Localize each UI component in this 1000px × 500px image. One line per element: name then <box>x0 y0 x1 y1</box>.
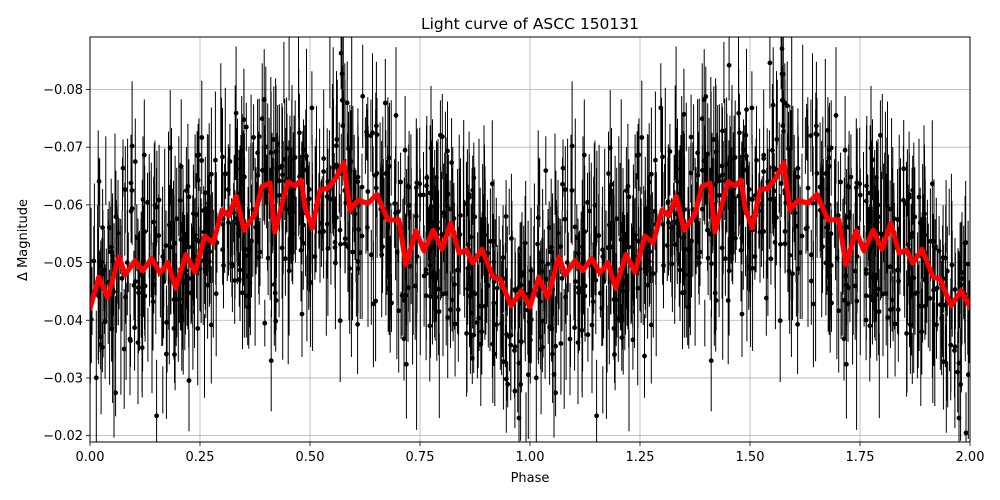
y-tick-label: −0.07 <box>43 141 83 156</box>
y-tick-label: −0.04 <box>43 314 83 329</box>
x-tick-label: 1.50 <box>736 450 765 465</box>
y-tick-label: −0.05 <box>43 256 83 271</box>
x-tick-label: 0.75 <box>406 450 435 465</box>
x-tick-label: 1.75 <box>846 450 875 465</box>
chart-title: Light curve of ASCC 150131 <box>421 15 639 33</box>
y-tick-label: −0.02 <box>43 429 83 444</box>
y-tick-label: −0.03 <box>43 371 83 386</box>
x-tick-label: 1.25 <box>626 450 655 465</box>
x-tick-label: 1.00 <box>516 450 545 465</box>
data-points-with-error-bars <box>90 37 970 442</box>
x-tick-label: 2.00 <box>956 450 985 465</box>
binned-light-curve <box>90 160 970 312</box>
x-axis-label: Phase <box>511 471 550 486</box>
y-tick-label: −0.08 <box>43 83 83 98</box>
x-axis-ticks: 0.00 0.25 0.50 0.75 1.00 1.25 1.50 1.75 2.00 <box>76 442 985 465</box>
y-axis-ticks: −0.02 −0.03 −0.04 −0.05 −0.06 −0.07 −0.08 <box>43 83 90 444</box>
x-tick-label: 0.50 <box>296 450 325 465</box>
x-tick-label: 0.25 <box>186 450 215 465</box>
y-tick-label: −0.06 <box>43 198 83 213</box>
y-axis-label: Δ Magnitude <box>16 199 31 281</box>
x-tick-label: 0.00 <box>76 450 105 465</box>
